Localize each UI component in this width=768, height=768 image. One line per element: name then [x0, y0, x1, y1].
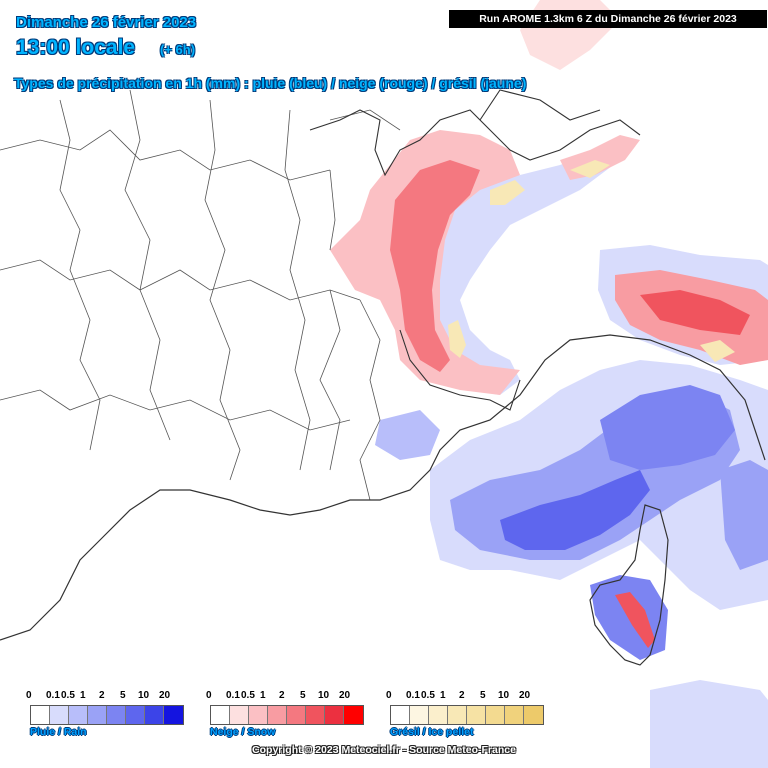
department-borders-east	[319, 109, 401, 501]
coastline-corsica	[589, 504, 669, 666]
legend-tick: 2	[459, 690, 465, 701]
ice-field-east	[700, 340, 735, 362]
coastline-mainland	[0, 334, 766, 641]
ice-field-northeast	[570, 160, 610, 178]
rain-field-liguria	[600, 385, 735, 470]
legend-tick: 1	[80, 690, 86, 701]
rain-field-east	[720, 460, 768, 570]
legend-tick: 2	[279, 690, 285, 701]
legend-tick: 0	[386, 690, 392, 701]
legend-tick: 20	[339, 690, 351, 701]
coastline	[0, 334, 766, 666]
legend-ice-bar	[390, 705, 544, 725]
legend-tick: 2	[99, 690, 105, 701]
model-run-label: Run AROME 1.3km 6 Z du Dimanche 26 févri…	[449, 10, 767, 28]
snow-field-east-core	[640, 290, 750, 335]
rain-field-sea-core	[500, 470, 650, 550]
ice-field-lake-edge	[448, 320, 466, 358]
region-borders	[0, 89, 641, 501]
rain-field-bottom-right	[650, 680, 768, 768]
snow-field-corsica	[615, 592, 655, 648]
legend-tick: 10	[498, 690, 510, 701]
rain-field-lake	[430, 150, 620, 395]
forecast-date: Dimanche 26 février 2023	[16, 14, 197, 31]
rain-field-coast	[375, 410, 440, 460]
legend-snow-bar	[210, 705, 364, 725]
snow-field-alps-core	[390, 160, 480, 372]
legend-tick: 10	[138, 690, 150, 701]
legend-tick: 0.5	[241, 690, 255, 701]
legend-tick: 0.1	[226, 690, 240, 701]
legend-tick: 5	[120, 690, 126, 701]
ice-field-north	[490, 180, 525, 205]
legend-tick: 0.1	[406, 690, 420, 701]
copyright-notice: Copyright © 2023 Meteociel.fr - Source M…	[252, 744, 516, 756]
legend-tick: 0.5	[61, 690, 75, 701]
legend-ice-label: Grésil / Ice pellet	[390, 726, 474, 738]
ice-pellet-fields	[448, 160, 735, 362]
legend-tick: 0	[206, 690, 212, 701]
legend-snow-label: Neige / Snow	[210, 726, 276, 738]
legend-tick: 1	[260, 690, 266, 701]
legend-tick: 20	[159, 690, 171, 701]
legend-rain-label: Pluie / Rain	[30, 726, 87, 738]
legend-tick: 1	[440, 690, 446, 701]
precip-types-title: Types de précipitation en 1h (mm) : plui…	[14, 75, 527, 91]
department-borders-west	[0, 89, 361, 481]
country-border-alps	[309, 89, 641, 411]
legend-tick: 10	[318, 690, 330, 701]
legend-tick: 5	[480, 690, 486, 701]
legend-tick: 5	[300, 690, 306, 701]
legend-tick: 0.5	[421, 690, 435, 701]
legend-tick: 0	[26, 690, 32, 701]
legend-rain-bar	[30, 705, 184, 725]
legend-tick: 20	[519, 690, 531, 701]
forecast-lead-time: (+ 6h)	[160, 42, 196, 57]
forecast-time: 13:00 locale	[16, 36, 136, 59]
legend-tick: 0.1	[46, 690, 60, 701]
